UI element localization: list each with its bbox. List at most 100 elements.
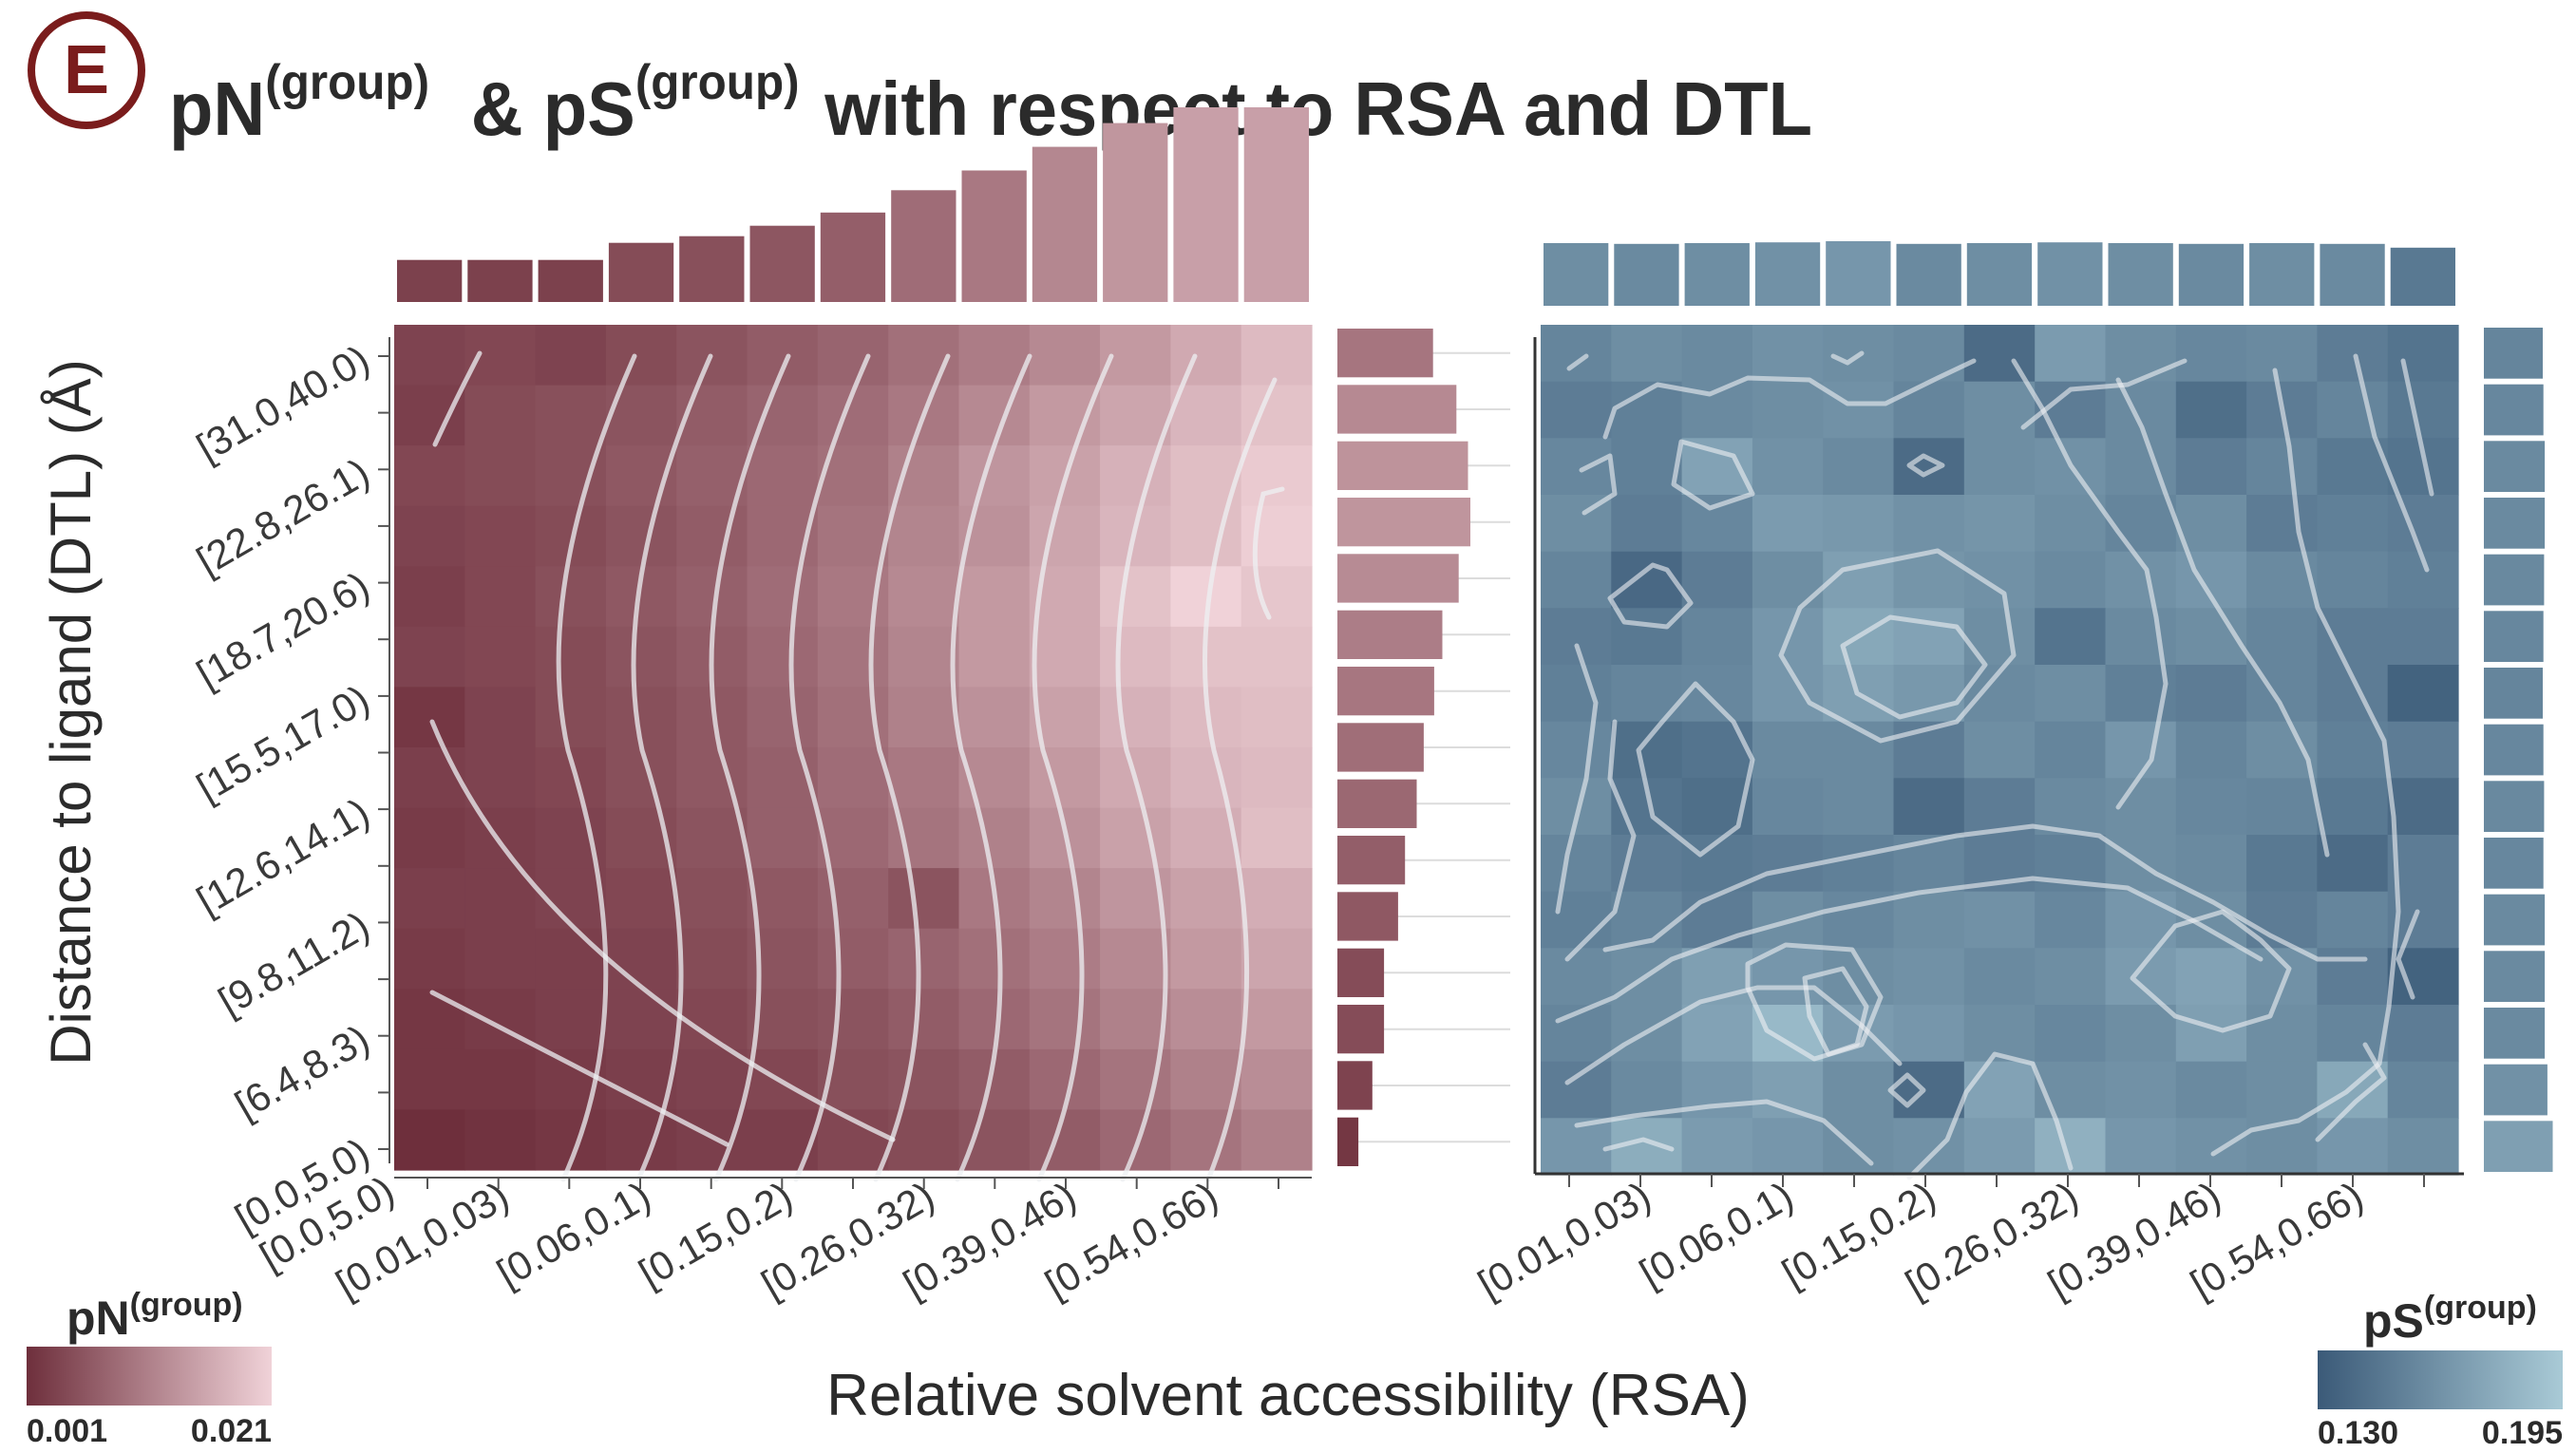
ps-cell	[2317, 381, 2389, 439]
pn-contour-line	[556, 353, 637, 1182]
y-axis-title: Distance to ligand (DTL) (Å)	[39, 359, 103, 1066]
title-pn-sup: (group)	[265, 55, 429, 110]
ps-cell	[1541, 891, 1612, 949]
pn-cell	[535, 325, 607, 387]
ps-top-bar	[1966, 243, 2033, 306]
pn-top-bar	[820, 212, 886, 302]
ps-cell	[1681, 325, 1753, 383]
pn-cell	[888, 687, 960, 748]
ps-contour-line	[1564, 719, 1637, 962]
ps-cell	[1681, 1005, 1753, 1063]
ps-cell	[2175, 948, 2247, 1006]
ps-legend-title: pS(group)	[2363, 1290, 2537, 1348]
pn-cell	[394, 747, 465, 809]
pn-right-bar	[1337, 1117, 1359, 1166]
pn-cell	[676, 807, 748, 869]
pn-right-bar	[1337, 498, 1470, 547]
ps-cell	[1752, 381, 1824, 439]
ps-contour-line	[1555, 876, 2263, 1024]
ps-cell	[1963, 495, 2036, 553]
ps-cell	[2387, 1118, 2459, 1176]
ps-cell	[2105, 1118, 2177, 1176]
pn-cell	[464, 687, 537, 748]
pn-cell	[958, 385, 1031, 446]
title-pn: pN	[169, 66, 265, 151]
ps-cell	[2175, 721, 2247, 779]
ps-cell	[2246, 1005, 2318, 1063]
ps-cell	[1963, 948, 2036, 1006]
pn-panel: [0.0,5.0)[6.4,8.3)[9.8,11.2)[12.6,14.1)[…	[189, 107, 1510, 1307]
pn-cell	[394, 928, 465, 990]
pn-cell	[394, 687, 465, 748]
pn-cell	[888, 505, 960, 567]
ps-contour-line	[1745, 942, 1884, 1062]
ps-contour-line	[1671, 439, 1755, 511]
pn-cell	[888, 445, 960, 507]
pn-cell	[605, 868, 677, 930]
pn-cell	[1241, 505, 1313, 567]
ps-right-bar	[2484, 781, 2545, 832]
pn-top-bar	[538, 259, 603, 302]
pn-cell	[1241, 928, 1313, 990]
ps-right-bar	[2484, 441, 2546, 492]
pn-cell	[1029, 385, 1101, 446]
ps-cell	[2035, 325, 2107, 383]
ps-cell	[1541, 665, 1612, 723]
ps-cell	[2317, 495, 2389, 553]
ps-cell	[2246, 325, 2318, 383]
ps-cell	[1681, 665, 1753, 723]
pn-cell	[888, 928, 960, 990]
x-axis-title: Relative solvent accessibility (RSA)	[826, 1363, 1750, 1428]
ps-contour-line	[1607, 562, 1694, 630]
pn-cell	[535, 566, 607, 628]
ps-cell	[1541, 438, 1612, 496]
pn-cell	[1100, 626, 1171, 689]
ps-cell	[1963, 1005, 2036, 1063]
ps-contour-line	[2020, 358, 2188, 430]
ps-cell	[1893, 891, 1965, 949]
ps-contour-line	[2130, 909, 2292, 1033]
ps-cell	[2175, 1005, 2247, 1063]
ps-contour-line	[2400, 358, 2434, 497]
pn-y-tick-label: [9.8,11.2)	[211, 902, 376, 1024]
pn-cell	[394, 325, 465, 387]
pn-cell	[464, 505, 537, 567]
ps-contour-line	[2210, 368, 2401, 1157]
ps-right-bar	[2484, 1121, 2553, 1172]
pn-cell	[605, 626, 677, 689]
ps-cell	[1893, 778, 1965, 836]
pn-x-axis: [0.0,5.0)[0.01,0.03)[0.06,0.1)[0.15,0.2)…	[253, 1167, 1312, 1307]
ps-cell	[1893, 608, 1965, 666]
ps-cell	[1541, 608, 1612, 666]
ps-right-bar	[2484, 668, 2543, 719]
ps-cell	[1963, 1118, 2036, 1176]
pn-cell	[958, 626, 1031, 689]
ps-contour-line	[1579, 453, 1618, 516]
ps-legend-colorbar	[2318, 1350, 2563, 1409]
ps-contour-line	[1574, 1099, 1874, 1166]
pn-cell	[605, 325, 677, 387]
pn-cell	[535, 626, 607, 689]
pn-cell	[1241, 626, 1313, 689]
pn-cell	[1241, 1048, 1313, 1111]
ps-cell	[2035, 608, 2107, 666]
pn-cell	[817, 626, 889, 689]
pn-cell	[1029, 505, 1101, 567]
pn-legend-title-sup: (group)	[130, 1287, 243, 1323]
pn-cell	[1241, 868, 1313, 930]
ps-cell	[2105, 495, 2177, 553]
pn-cell	[958, 325, 1031, 387]
ps-cell	[2035, 891, 2107, 949]
ps-heatmap	[1541, 325, 2459, 1176]
pn-contour-line	[1203, 377, 1278, 1182]
ps-top-bar	[2108, 243, 2173, 306]
pn-cell	[464, 325, 537, 387]
pn-contour-line	[868, 353, 951, 1182]
ps-cell	[2105, 948, 2177, 1006]
ps-cell	[1963, 325, 2036, 383]
pn-contour-line	[1032, 353, 1114, 1182]
ps-cell	[2387, 495, 2459, 553]
ps-cell	[1541, 325, 1612, 383]
pn-cell	[535, 928, 607, 990]
ps-legend: pS(group) 0.130 0.195	[2318, 1290, 2563, 1451]
